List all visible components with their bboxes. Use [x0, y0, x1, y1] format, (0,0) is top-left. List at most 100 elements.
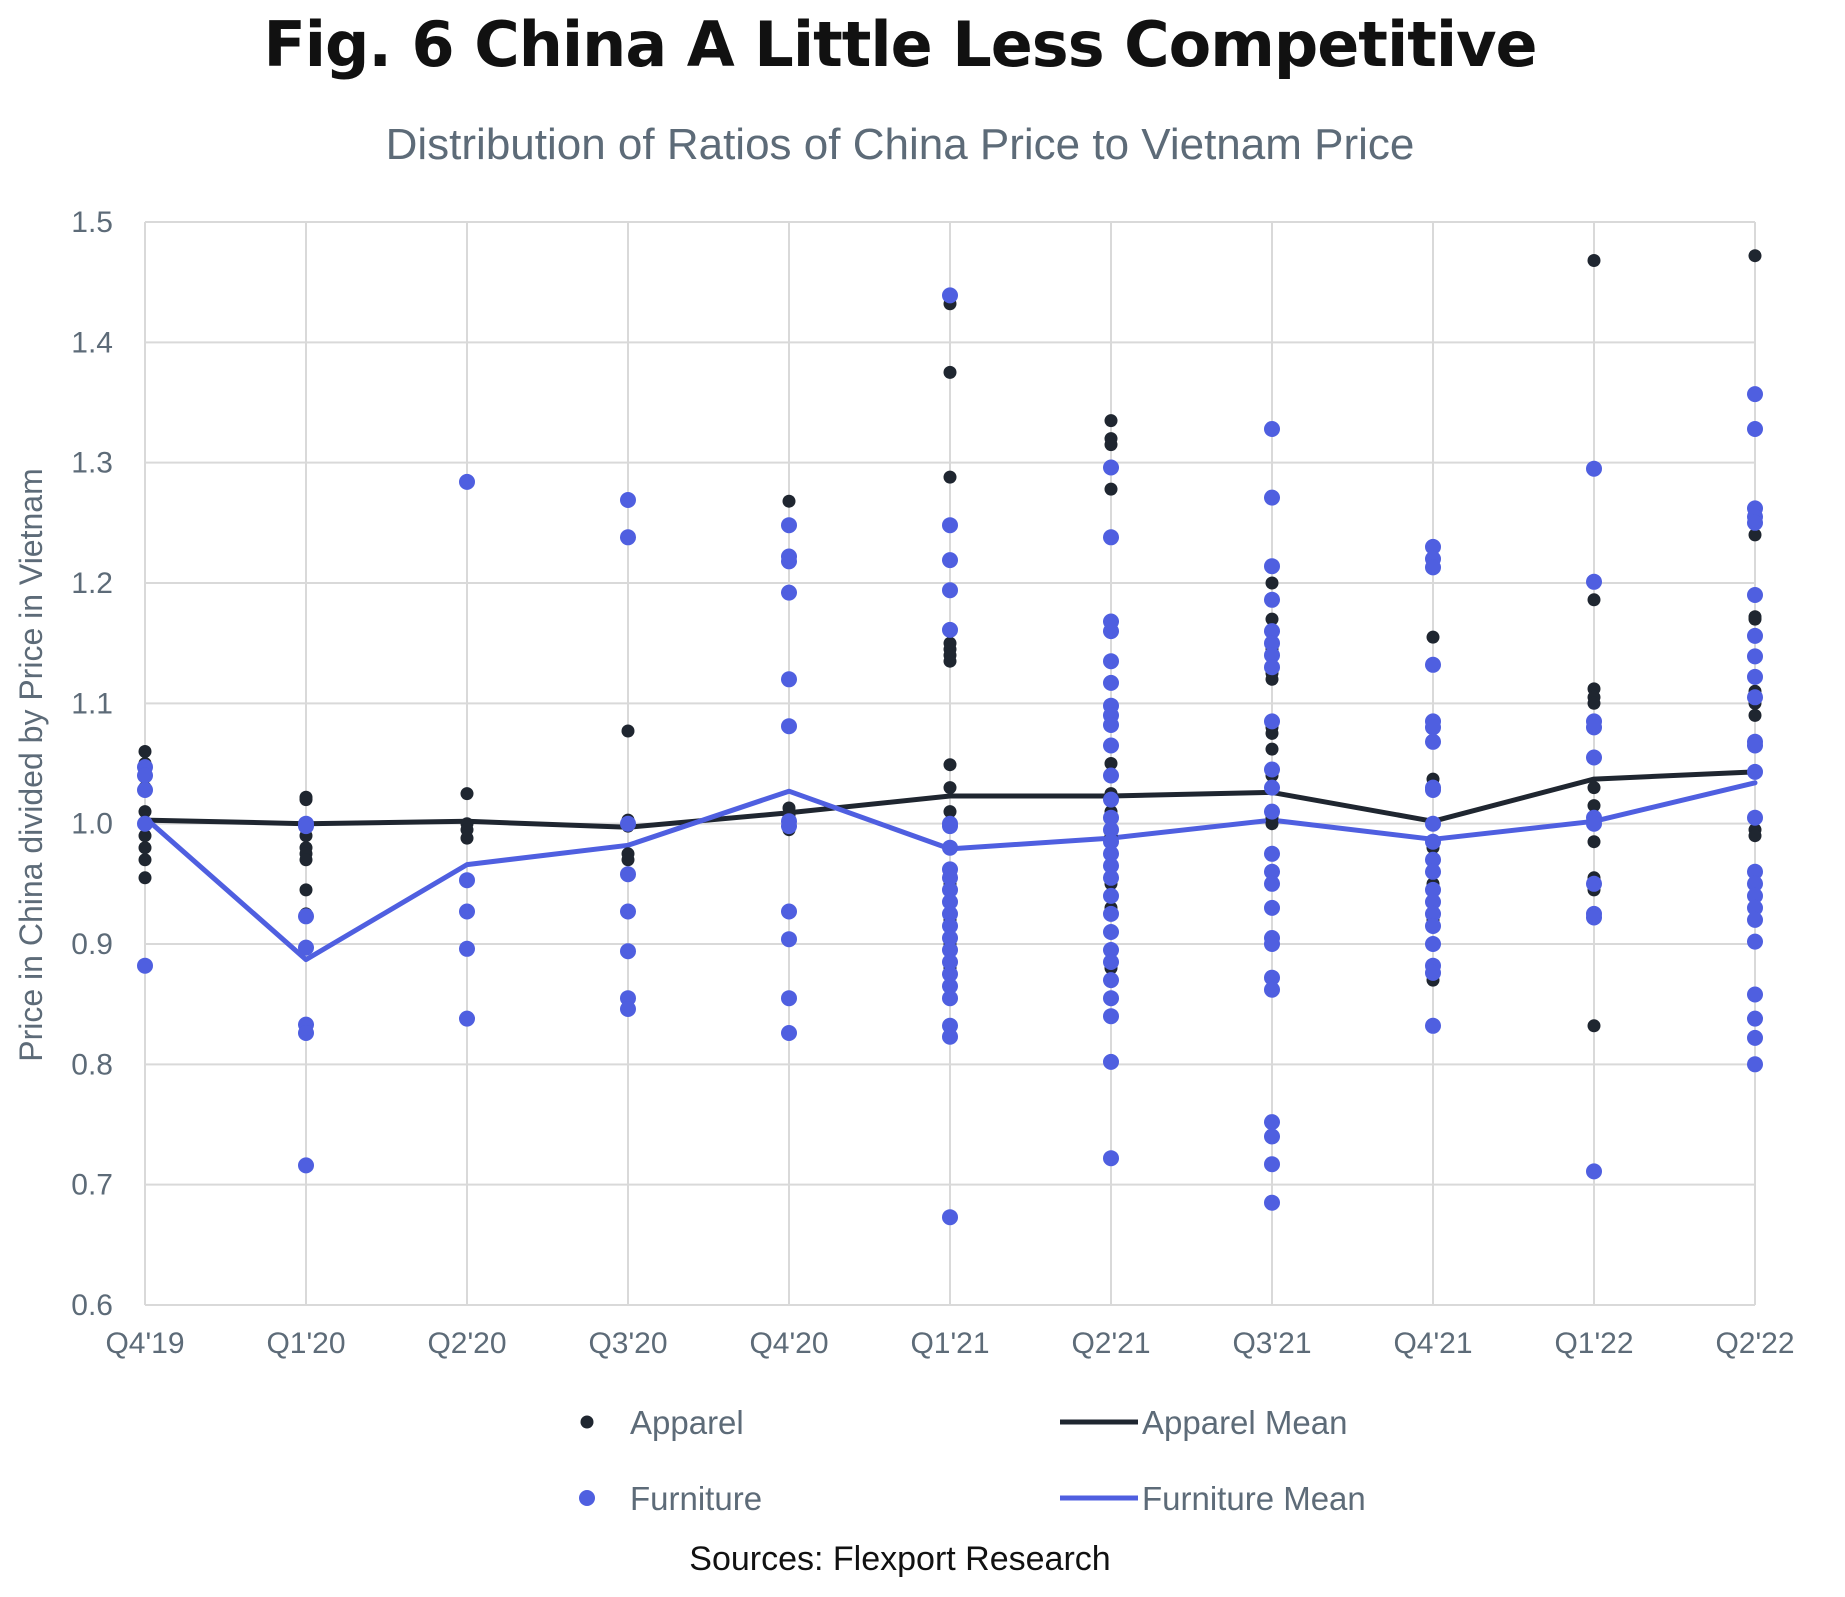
point-furniture: [1425, 851, 1441, 868]
point-furniture: [1425, 815, 1441, 832]
y-tick-label: 0.7: [71, 1169, 113, 1202]
point-furniture: [298, 818, 314, 835]
point-apparel: [621, 724, 635, 738]
point-furniture: [942, 818, 958, 835]
point-furniture: [1425, 863, 1441, 880]
point-furniture: [1103, 1053, 1119, 1070]
points-layer: [137, 249, 1763, 1226]
point-apparel: [1748, 612, 1762, 626]
point-furniture: [1264, 1128, 1280, 1145]
point-apparel: [1587, 799, 1601, 813]
point-furniture: [1264, 981, 1280, 998]
point-apparel: [138, 829, 152, 843]
point-furniture: [1586, 875, 1602, 892]
point-furniture: [1747, 514, 1763, 531]
point-furniture: [1103, 459, 1119, 476]
x-tick-label: Q4'21: [1393, 1327, 1472, 1360]
point-furniture: [1747, 421, 1763, 437]
point-furniture: [1747, 627, 1763, 644]
point-apparel: [1265, 612, 1279, 626]
point-furniture: [942, 905, 958, 922]
point-furniture: [1103, 717, 1119, 733]
point-furniture: [942, 552, 958, 569]
point-furniture: [1264, 1156, 1280, 1173]
point-furniture: [1586, 460, 1602, 477]
point-furniture: [1747, 648, 1763, 665]
point-apparel: [1265, 726, 1279, 740]
point-furniture: [620, 815, 636, 832]
point-apparel: [1265, 817, 1279, 831]
point-furniture: [1264, 899, 1280, 916]
point-apparel: [138, 871, 152, 885]
point-furniture: [1586, 815, 1602, 832]
point-furniture: [942, 893, 958, 910]
point-furniture: [1264, 761, 1280, 778]
point-apparel: [138, 745, 152, 758]
x-tick-label: Q2'21: [1071, 1327, 1150, 1360]
legend-marker-apparel: [580, 1415, 594, 1429]
point-furniture: [1264, 803, 1280, 820]
point-apparel: [299, 793, 313, 807]
point-apparel: [1587, 593, 1601, 607]
point-furniture: [1103, 887, 1119, 904]
point-furniture: [620, 529, 636, 546]
point-furniture: [1264, 863, 1280, 880]
point-furniture: [1425, 964, 1441, 981]
point-furniture: [781, 671, 797, 688]
point-apparel: [1104, 414, 1118, 428]
point-furniture: [942, 881, 958, 898]
point-furniture: [1425, 918, 1441, 934]
y-tick-label: 1.0: [71, 808, 113, 841]
point-furniture: [620, 866, 636, 883]
point-furniture: [781, 1025, 797, 1041]
point-furniture: [781, 718, 797, 735]
point-furniture: [1747, 689, 1763, 706]
y-tick-label: 0.8: [71, 1048, 113, 1081]
point-apparel: [943, 781, 957, 795]
point-furniture: [298, 908, 314, 925]
point-furniture: [1103, 791, 1119, 808]
point-furniture: [137, 957, 153, 974]
legend-label-furniture-mean: Furniture Mean: [1142, 1480, 1366, 1517]
point-apparel: [1748, 249, 1762, 263]
point-apparel: [1587, 254, 1601, 267]
point-apparel: [460, 831, 474, 845]
point-apparel: [460, 787, 474, 801]
x-tick-label: Q4'19: [105, 1327, 184, 1360]
point-furniture: [1747, 899, 1763, 916]
x-tick-label: Q3'20: [588, 1327, 667, 1360]
point-furniture: [298, 1025, 314, 1041]
point-apparel: [1748, 528, 1762, 542]
point-furniture: [1747, 986, 1763, 1003]
axis-layer: 0.6 0.7 0.8 0.9 1.0 1.1 1.2 1.3 1.4 1.5 Q4'19 Q1'20…: [71, 206, 1794, 1360]
point-furniture: [298, 1157, 314, 1174]
point-furniture: [1103, 845, 1119, 862]
point-furniture: [1103, 869, 1119, 886]
point-furniture: [1103, 833, 1119, 850]
point-furniture: [1103, 942, 1119, 958]
point-furniture: [1103, 1150, 1119, 1167]
point-furniture: [1586, 749, 1602, 766]
point-furniture: [137, 782, 153, 798]
legend-label-apparel-mean: Apparel Mean: [1142, 1404, 1347, 1441]
point-furniture: [1425, 559, 1441, 576]
point-furniture: [942, 869, 958, 886]
point-furniture: [1103, 821, 1119, 838]
point-furniture: [1747, 1029, 1763, 1046]
point-furniture: [298, 939, 314, 956]
chart-title: Fig. 6 China A Little Less Competitive: [263, 8, 1537, 81]
point-apparel: [1265, 576, 1279, 590]
point-furniture: [942, 582, 958, 599]
point-furniture: [459, 1010, 475, 1027]
point-furniture: [1264, 713, 1280, 730]
point-furniture: [620, 943, 636, 960]
point-furniture: [1425, 719, 1441, 736]
x-tick-label: Q1'21: [910, 1327, 989, 1360]
point-furniture: [137, 767, 153, 784]
point-furniture: [1747, 1056, 1763, 1073]
point-furniture: [1264, 936, 1280, 952]
point-furniture: [620, 1001, 636, 1017]
point-furniture: [1425, 733, 1441, 750]
point-furniture: [1586, 719, 1602, 736]
point-apparel: [621, 853, 635, 867]
